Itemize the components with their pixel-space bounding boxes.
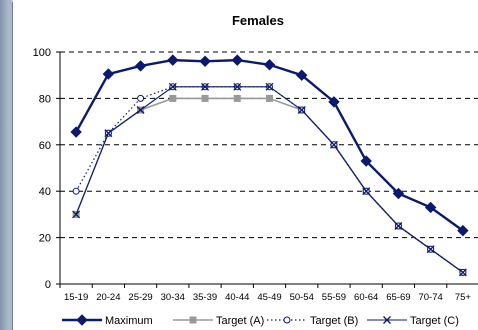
data-point bbox=[392, 187, 405, 200]
data-point bbox=[426, 245, 435, 254]
y-tick-label: 40 bbox=[39, 186, 51, 198]
series-target-c bbox=[72, 82, 467, 277]
data-point bbox=[265, 82, 274, 91]
data-point bbox=[136, 106, 145, 114]
data-point bbox=[134, 60, 147, 72]
data-point bbox=[330, 140, 338, 149]
legend-item: Target (A) bbox=[173, 315, 264, 327]
data-point bbox=[297, 106, 306, 114]
x-tick-label: 50-54 bbox=[290, 292, 314, 303]
x-tick-label: 30-34 bbox=[161, 292, 185, 303]
data-point bbox=[168, 82, 177, 91]
data-point bbox=[102, 68, 115, 80]
data-point bbox=[104, 129, 113, 138]
series-target-a bbox=[72, 94, 467, 276]
data-point bbox=[383, 316, 391, 324]
y-tick-label: 0 bbox=[45, 279, 51, 291]
legend-label: Target (C) bbox=[410, 315, 459, 327]
data-point bbox=[72, 210, 81, 219]
series-target-b bbox=[72, 83, 467, 276]
data-point bbox=[360, 155, 372, 167]
legend-label: Target (B) bbox=[310, 315, 358, 327]
data-point-stroke bbox=[458, 268, 467, 277]
x-tick-label: 55-59 bbox=[322, 292, 346, 303]
x-tick-label: 45-49 bbox=[257, 292, 281, 303]
data-point-stroke bbox=[233, 82, 242, 91]
data-point-stroke bbox=[265, 82, 274, 91]
x-tick-label: 75+ bbox=[455, 292, 472, 303]
x-tick-label: 60-64 bbox=[354, 292, 378, 303]
data-point-stroke bbox=[394, 222, 403, 230]
legend-item: Target (B) bbox=[267, 315, 358, 327]
legend-label: Maximum bbox=[105, 315, 153, 327]
data-point bbox=[72, 187, 80, 195]
y-tick-label: 60 bbox=[39, 140, 51, 152]
y-tick-label: 20 bbox=[39, 233, 51, 245]
data-point bbox=[167, 54, 179, 66]
data-point bbox=[189, 316, 197, 324]
data-point-stroke bbox=[362, 187, 371, 196]
data-point bbox=[362, 187, 371, 196]
data-point bbox=[458, 268, 467, 277]
data-point-stroke bbox=[330, 140, 338, 149]
data-point bbox=[70, 126, 82, 138]
data-point-stroke bbox=[168, 82, 177, 91]
data-point bbox=[296, 69, 308, 81]
x-tick-label: 35-39 bbox=[193, 292, 217, 303]
data-point-stroke bbox=[383, 316, 391, 324]
data-point bbox=[201, 82, 209, 91]
data-point bbox=[263, 59, 276, 71]
data-point bbox=[328, 96, 340, 108]
series-line bbox=[75, 86, 464, 273]
x-tick-label: 40-44 bbox=[225, 292, 249, 303]
data-point-stroke bbox=[136, 106, 145, 114]
data-point bbox=[457, 224, 469, 237]
data-point-stroke bbox=[104, 129, 113, 138]
chart-panel: Females 0 20 40 60 80 100 15-19 20-24 25-29 30-34… bbox=[12, 2, 478, 330]
data-point bbox=[424, 201, 437, 214]
x-tick-label: 70-74 bbox=[418, 292, 442, 303]
data-point bbox=[266, 94, 273, 102]
data-point bbox=[394, 222, 403, 230]
chart-title: Females bbox=[232, 13, 284, 28]
legend-label: Target (A) bbox=[216, 315, 264, 327]
legend-item: Target (C) bbox=[367, 315, 459, 327]
data-point bbox=[199, 55, 211, 67]
y-tick-label: 80 bbox=[39, 93, 51, 105]
line-chart: Females 0 20 40 60 80 100 15-19 20-24 25-29 30-34… bbox=[33, 13, 478, 327]
data-point bbox=[76, 314, 88, 326]
series-line bbox=[75, 97, 464, 274]
data-point-stroke bbox=[426, 245, 435, 254]
series-maximum bbox=[70, 54, 469, 237]
data-point-stroke bbox=[297, 106, 306, 114]
x-tick-label: 65-69 bbox=[386, 292, 410, 303]
legend-item: Maximum bbox=[62, 314, 153, 327]
y-tick-label: 100 bbox=[33, 47, 51, 59]
data-point bbox=[283, 316, 291, 324]
x-tick-label: 15-19 bbox=[64, 292, 88, 303]
data-point bbox=[137, 94, 145, 102]
x-tick-label: 20-24 bbox=[96, 292, 120, 303]
data-point bbox=[231, 54, 243, 66]
data-point bbox=[201, 94, 209, 102]
data-point-stroke bbox=[72, 210, 81, 219]
data-point bbox=[233, 82, 242, 91]
data-point-stroke bbox=[201, 82, 209, 91]
data-point bbox=[233, 94, 241, 102]
data-point bbox=[169, 94, 177, 102]
x-tick-label: 25-29 bbox=[128, 292, 152, 303]
